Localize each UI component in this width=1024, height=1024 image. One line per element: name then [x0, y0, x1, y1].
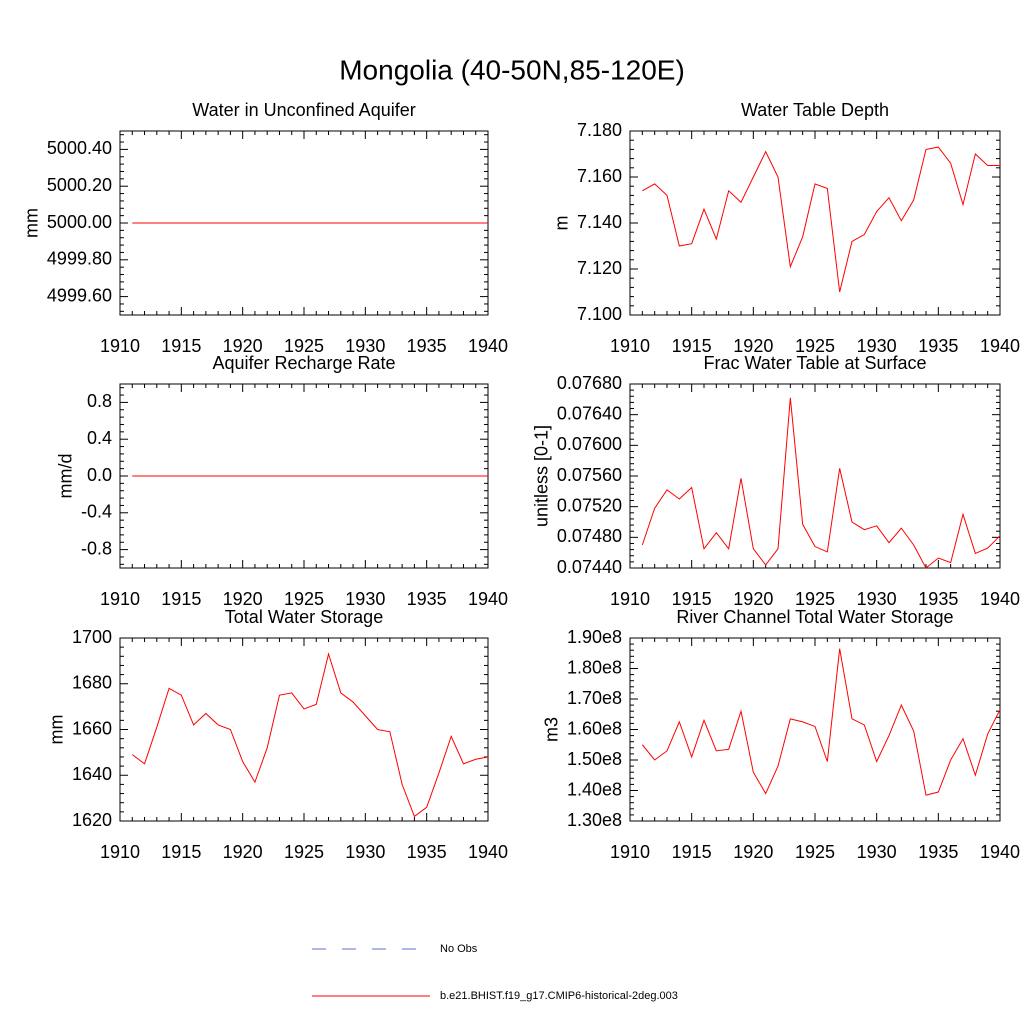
y-tick-label: 1.30e8	[567, 810, 622, 830]
x-tick-label: 1940	[468, 336, 508, 356]
data-line	[641, 397, 1001, 569]
x-tick-label: 1910	[100, 842, 140, 862]
y-tick-label: 0.07600	[557, 434, 622, 454]
x-tick-label: 1930	[345, 589, 385, 609]
data-line	[131, 652, 489, 818]
x-tick-label: 1935	[407, 336, 447, 356]
y-tick-label: -0.8	[81, 538, 112, 558]
panel-title: Water in Unconfined Aquifer	[192, 100, 415, 120]
x-tick-label: 1935	[918, 842, 958, 862]
x-tick-label: 1925	[284, 589, 324, 609]
panel-title: Frac Water Table at Surface	[703, 353, 926, 373]
x-tick-label: 1930	[857, 336, 897, 356]
y-tick-label: 7.100	[577, 304, 622, 324]
y-tick-label: 1.70e8	[567, 688, 622, 708]
legend-label: b.e21.BHIST.f19_g17.CMIP6-historical-2de…	[440, 990, 678, 1002]
x-tick-label: 1930	[857, 589, 897, 609]
y-tick-label: 7.180	[577, 120, 622, 140]
x-tick-label: 1935	[918, 336, 958, 356]
x-tick-label: 1915	[161, 842, 201, 862]
y-tick-label: 4999.80	[47, 249, 112, 269]
x-tick-label: 1940	[468, 589, 508, 609]
y-axis-label: m3	[542, 717, 562, 742]
y-tick-label: 5000.00	[47, 212, 112, 232]
x-tick-label: 1910	[100, 336, 140, 356]
x-tick-label: 1920	[223, 589, 263, 609]
y-tick-label: 0.07680	[557, 373, 622, 393]
data-line	[641, 648, 1001, 796]
panel-title: Total Water Storage	[225, 607, 383, 627]
y-tick-label: 1620	[72, 810, 112, 830]
y-axis-label: mm	[22, 208, 42, 238]
y-tick-label: 1640	[72, 764, 112, 784]
x-tick-label: 1920	[223, 336, 263, 356]
y-axis-label: unitless [0-1]	[532, 425, 552, 527]
x-tick-label: 1915	[161, 589, 201, 609]
x-tick-label: 1915	[672, 589, 712, 609]
y-tick-label: 5000.20	[47, 175, 112, 195]
y-tick-label: 0.0	[87, 465, 112, 485]
data-line	[642, 146, 1000, 293]
x-tick-label: 1935	[407, 842, 447, 862]
figure-title: Mongolia (40-50N,85-120E)	[339, 54, 685, 85]
y-tick-label: 7.120	[577, 258, 622, 278]
x-tick-label: 1935	[918, 589, 958, 609]
x-tick-label: 1930	[345, 336, 385, 356]
y-tick-label: -0.4	[81, 502, 112, 522]
x-tick-label: 1910	[100, 589, 140, 609]
x-tick-label: 1915	[161, 336, 201, 356]
y-tick-label: 1660	[72, 718, 112, 738]
x-tick-label: 1940	[980, 842, 1020, 862]
x-tick-label: 1940	[980, 589, 1020, 609]
panel-title: Aquifer Recharge Rate	[212, 353, 395, 373]
x-tick-label: 1930	[857, 842, 897, 862]
y-tick-label: 4999.60	[47, 285, 112, 305]
x-tick-label: 1920	[733, 336, 773, 356]
x-tick-label: 1915	[672, 336, 712, 356]
y-tick-label: 1.80e8	[567, 657, 622, 677]
y-tick-label: 1.90e8	[567, 627, 622, 647]
y-tick-label: 1.50e8	[567, 749, 622, 769]
x-tick-label: 1930	[345, 842, 385, 862]
x-tick-label: 1925	[284, 842, 324, 862]
y-tick-label: 7.160	[577, 166, 622, 186]
x-tick-label: 1925	[795, 589, 835, 609]
y-axis-label: mm	[47, 715, 67, 745]
panel-title: Water Table Depth	[741, 100, 889, 120]
y-tick-label: 0.4	[87, 428, 112, 448]
x-tick-label: 1925	[284, 336, 324, 356]
y-tick-label: 1700	[72, 627, 112, 647]
x-tick-label: 1935	[407, 589, 447, 609]
y-tick-label: 0.07560	[557, 465, 622, 485]
y-tick-label: 0.8	[87, 391, 112, 411]
y-tick-label: 1680	[72, 673, 112, 693]
x-tick-label: 1920	[223, 842, 263, 862]
x-tick-label: 1920	[733, 842, 773, 862]
x-tick-label: 1910	[610, 336, 650, 356]
x-tick-label: 1910	[610, 589, 650, 609]
x-tick-label: 1925	[795, 336, 835, 356]
y-tick-label: 0.07640	[557, 403, 622, 423]
y-tick-label: 0.07480	[557, 526, 622, 546]
y-axis-label: m	[552, 216, 572, 231]
x-tick-label: 1940	[468, 842, 508, 862]
x-tick-label: 1910	[610, 842, 650, 862]
y-tick-label: 1.60e8	[567, 718, 622, 738]
y-tick-label: 0.07440	[557, 557, 622, 577]
x-tick-label: 1925	[795, 842, 835, 862]
y-tick-label: 0.07520	[557, 495, 622, 515]
y-tick-label: 7.140	[577, 212, 622, 232]
x-tick-label: 1920	[733, 589, 773, 609]
y-tick-label: 1.40e8	[567, 779, 622, 799]
y-axis-label: mm/d	[56, 454, 76, 499]
legend-label: No Obs	[440, 943, 478, 955]
panel-title: River Channel Total Water Storage	[676, 607, 953, 627]
x-tick-label: 1940	[980, 336, 1020, 356]
y-tick-label: 5000.40	[47, 138, 112, 158]
x-tick-label: 1915	[672, 842, 712, 862]
